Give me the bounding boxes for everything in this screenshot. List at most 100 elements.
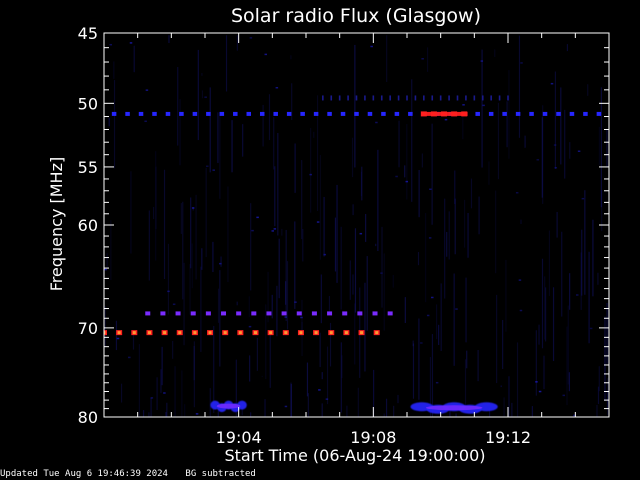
- noise-streak: [496, 294, 498, 384]
- noise-streak: [189, 264, 191, 315]
- burst-blob: [475, 402, 498, 412]
- noise-streak: [431, 123, 433, 225]
- noise-pixel: [129, 42, 133, 44]
- noise-streak: [531, 406, 533, 417]
- feature-mark: [498, 95, 501, 101]
- noise-streak: [581, 229, 583, 296]
- noise-streak: [561, 231, 563, 317]
- noise-streak: [250, 412, 252, 417]
- noise-streak: [354, 303, 356, 365]
- noise-streak: [180, 203, 182, 234]
- noise-streak: [412, 343, 415, 399]
- noise-streak: [606, 378, 609, 416]
- feature-mark: [507, 95, 509, 101]
- noise-streak: [209, 388, 211, 417]
- noise-streak: [377, 149, 379, 252]
- noise-streak: [357, 387, 359, 417]
- axes: 45 50 55 60 70 80 19:04 19:08 19:12: [78, 24, 610, 447]
- noise-streak: [219, 112, 221, 199]
- noise-streak: [478, 196, 480, 235]
- feature-mark-core: [360, 331, 364, 335]
- noise-pixel: [462, 104, 465, 106]
- noise-streak: [511, 402, 513, 417]
- noise-streak: [463, 199, 466, 248]
- noise-pixel: [589, 327, 593, 330]
- noise-streak: [508, 376, 510, 417]
- noise-streak: [290, 55, 292, 60]
- feature-mark: [192, 111, 198, 116]
- feature-mark: [233, 111, 238, 116]
- noise-streak: [464, 359, 467, 413]
- feature-mark: [481, 95, 484, 101]
- noise-streak: [385, 398, 388, 417]
- footer: Updated Tue Aug 6 19:46:39 2024 BG subtr…: [0, 469, 640, 480]
- noise-streak: [113, 61, 115, 79]
- noise-pixel: [480, 60, 484, 62]
- feature-mark: [502, 111, 507, 116]
- noise-streak: [548, 230, 551, 296]
- noise-pixel: [309, 173, 312, 176]
- noise-streak: [411, 79, 413, 202]
- noise-streak: [454, 170, 456, 204]
- noise-streak: [278, 238, 280, 299]
- noise-pixel: [204, 96, 207, 98]
- feature-mark: [145, 311, 151, 316]
- noise-streak: [421, 153, 423, 168]
- noise-streak: [543, 355, 545, 390]
- noise-pixel: [562, 394, 566, 397]
- noise-streak: [568, 372, 570, 392]
- noise-pixel: [573, 414, 576, 417]
- y-axis-label: Frequency [MHz]: [47, 157, 66, 291]
- noise-streak: [455, 413, 457, 417]
- feature-mark: [465, 95, 467, 101]
- noise-streak: [217, 112, 219, 163]
- noise-streak: [197, 49, 199, 141]
- noise-pixel: [195, 413, 199, 415]
- feature-mark: [251, 311, 257, 316]
- noise-pixel: [538, 390, 542, 393]
- noise-streak: [542, 105, 544, 204]
- noise-streak: [133, 45, 135, 73]
- noise-streak: [453, 273, 455, 366]
- feature-mark: [221, 311, 227, 316]
- noise-streak: [321, 372, 323, 380]
- noise-pixel: [395, 175, 398, 178]
- noise-streak: [587, 84, 589, 96]
- noise-streak: [301, 160, 303, 240]
- feature-mark-core: [254, 331, 257, 335]
- noise-streak: [301, 321, 303, 357]
- noise-streak: [301, 299, 303, 337]
- noise-streak: [142, 410, 145, 417]
- noise-streak: [334, 217, 337, 272]
- feature-mark: [394, 111, 400, 116]
- noise-streak: [580, 252, 582, 310]
- noise-pixel: [519, 309, 523, 312]
- noise-pixel: [435, 381, 439, 384]
- feature-mark: [357, 311, 363, 316]
- peak-mark: [441, 111, 448, 117]
- noise-streak: [256, 337, 258, 371]
- feature-mark: [340, 111, 346, 116]
- peak-mark: [461, 111, 468, 117]
- noise-pixel: [294, 301, 297, 303]
- noise-streak: [163, 169, 166, 280]
- noise-streak: [262, 104, 264, 147]
- noise-streak: [352, 204, 354, 216]
- noise-streak: [366, 256, 368, 331]
- noise-pixel: [581, 197, 585, 200]
- noise-streak: [465, 277, 467, 343]
- feature-mark-core: [284, 331, 288, 335]
- noise-pixel: [431, 296, 434, 299]
- noise-streak: [294, 143, 296, 193]
- noise-streak: [406, 124, 408, 200]
- noise-pixel: [550, 82, 554, 85]
- feature-rfi-comb-2: [322, 95, 509, 101]
- noise-pixel: [206, 165, 209, 168]
- feature-burst-6: [410, 402, 498, 414]
- noise-streak: [425, 212, 427, 303]
- feature-mark-core: [329, 331, 333, 335]
- noise-streak: [545, 287, 547, 342]
- feature-mark: [387, 311, 393, 316]
- noise-streak: [177, 67, 179, 146]
- noise-streak: [398, 120, 400, 168]
